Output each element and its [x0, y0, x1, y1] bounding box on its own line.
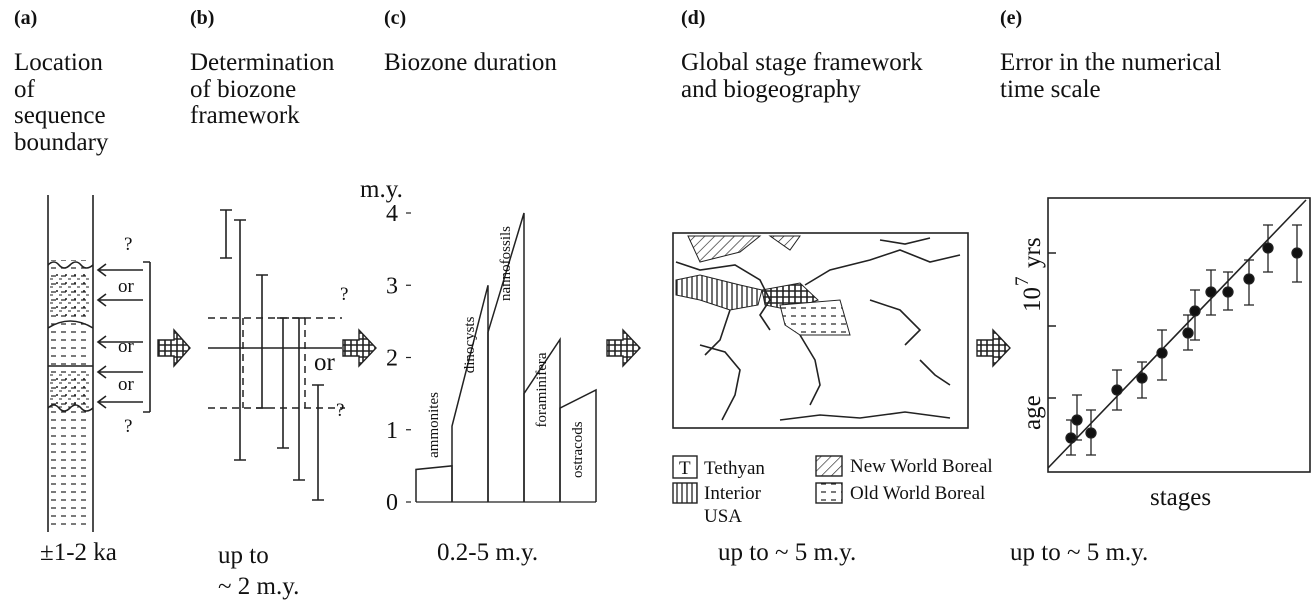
- panel-e-text: (e) Error in the numerical time scale up…: [1000, 7, 1221, 566]
- mark-label: ?: [124, 416, 132, 437]
- error-label: ±1-2 ka: [40, 539, 117, 566]
- mark-label: or: [118, 336, 135, 357]
- axis-label: age: [1019, 395, 1046, 430]
- legend-label: Old World Boreal: [850, 483, 985, 504]
- duration-segment: [415, 465, 453, 502]
- legend-symbol: T: [679, 458, 691, 479]
- legend-label: Tethyan: [704, 458, 765, 479]
- panel-title: Biozone duration: [384, 49, 557, 76]
- sequence-column: ? or or or ?: [47, 195, 151, 532]
- axis-unit: 7: [1012, 277, 1033, 287]
- panel-letter: (a): [14, 7, 37, 29]
- panel-title: Error in the numerical: [1000, 49, 1221, 76]
- panel-title: Global stage framework: [681, 49, 923, 76]
- mark-label: ?: [336, 400, 344, 421]
- map-legend: T Tethyan Interior USA New World Boreal …: [672, 455, 993, 527]
- y-tick-label: 1: [386, 418, 398, 444]
- arrows: [157, 328, 1011, 368]
- group-label: ostracods: [570, 421, 586, 478]
- duration-segment: [559, 388, 597, 502]
- time-scale-plot: stages age 10 7 yrs: [1012, 197, 1311, 511]
- axis-label: stages: [1150, 484, 1211, 511]
- axis-unit: 10: [1019, 287, 1046, 312]
- panel-title: sequence: [14, 102, 106, 129]
- group-label: ammonites: [426, 392, 442, 458]
- world-map: [672, 232, 969, 429]
- panel-a-text: (a) Location of sequence boundary ±1-2 k…: [14, 7, 117, 566]
- mark-label: or: [118, 276, 135, 297]
- panel-letter: (c): [384, 7, 406, 29]
- panel-letter: (b): [190, 7, 214, 29]
- mark-label: ?: [124, 234, 132, 255]
- legend-label: New World Boreal: [850, 456, 993, 477]
- panel-b-text: (b) Determination of biozone framework u…: [190, 7, 335, 600]
- panel-title: Location: [14, 49, 103, 76]
- panel-title: time scale: [1000, 76, 1101, 103]
- panel-title: boundary: [14, 129, 109, 156]
- duration-chart: 0 1 2 3 4 ammonites dinocysts nannofossils foram…: [386, 201, 597, 516]
- biozone-framework: or ? ?: [208, 209, 348, 501]
- axis-unit: yrs: [1019, 237, 1046, 268]
- mark-label: or: [314, 349, 336, 376]
- error-label: 0.2-5 m.y.: [437, 539, 538, 566]
- mark-label: or: [118, 374, 135, 395]
- panel-d-text: (d) Global stage framework and biogeogra…: [681, 7, 923, 566]
- panel-title: Determination: [190, 49, 335, 76]
- y-tick-label: 0: [386, 490, 398, 516]
- panel-title: and biogeography: [681, 76, 861, 103]
- panel-title: of biozone: [190, 76, 296, 103]
- panel-title: of: [14, 76, 36, 103]
- y-tick-label: 3: [386, 273, 398, 299]
- legend-label: Interior: [704, 483, 762, 504]
- mark-label: ?: [340, 284, 348, 305]
- group-label: nannofossils: [498, 226, 514, 301]
- y-tick-label: 2: [386, 346, 398, 372]
- panel-letter: (d): [681, 7, 705, 29]
- error-label: up to ~ 5 m.y.: [1010, 539, 1148, 566]
- panel-title: framework: [190, 102, 300, 129]
- panel-c-text: (c) Biozone duration m.y. 0.2-5 m.y.: [360, 7, 557, 566]
- group-label: foraminifera: [534, 352, 550, 427]
- y-tick-label: 4: [386, 201, 398, 227]
- legend-label: USA: [704, 506, 742, 527]
- error-label: ~ 2 m.y.: [218, 573, 299, 600]
- panel-letter: (e): [1000, 7, 1022, 29]
- axis-label: m.y.: [360, 176, 403, 203]
- group-label: dinocysts: [462, 316, 478, 373]
- error-label: up to: [218, 542, 269, 569]
- duration-segment: [487, 212, 525, 502]
- error-label: up to ~ 5 m.y.: [718, 539, 856, 566]
